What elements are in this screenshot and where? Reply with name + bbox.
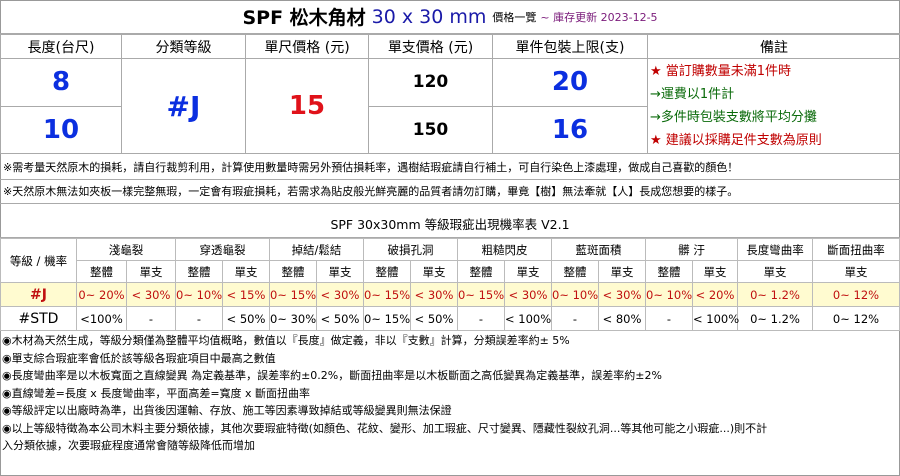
footnote: ◉直線彎差=長度 x 長度彎曲率，平面高差=寬度 x 斷面扭曲率 <box>2 386 311 400</box>
page-title: SPF 松木角材 30 x 30 mm 價格一覽 ~ 庫存更新 2023-12-… <box>0 0 900 34</box>
header-notes: 備註 <box>647 34 900 59</box>
rate-cell: < 50% <box>222 306 270 331</box>
rate-cell: < 30% <box>598 282 646 307</box>
group-through-crack: 穿透龜裂 <box>175 238 270 261</box>
rate-cell: 0~ 10% <box>175 282 223 307</box>
group-hole: 破損孔洞 <box>363 238 458 261</box>
rate-cell: - <box>457 306 505 331</box>
pack-limit-10: 16 <box>492 105 648 154</box>
rate-cell: 0~ 15% <box>457 282 505 307</box>
corner-label: 等級 / 機率 <box>0 238 77 283</box>
sub-whole: 整體 <box>76 260 127 283</box>
title-size: 30 x 30 mm <box>371 5 487 28</box>
sub-single: 單支 <box>126 260 176 283</box>
rate-cell: < 30% <box>410 282 458 307</box>
rate-cell: < 30% <box>504 282 552 307</box>
footnote: ◉長度彎曲率是以木板寬面之直線變異 為定義基準，誤差率約±0.2%，斷面扭曲率是… <box>2 369 662 382</box>
group-dirt: 髒 汙 <box>645 238 738 261</box>
defect-table: 等級 / 機率 淺龜裂 穿透龜裂 掉結/鬆結 破損孔洞 粗糙閃皮 藍斑面積 髒 … <box>0 238 900 331</box>
header-pack-limit: 單件包裝上限(支) <box>492 34 648 59</box>
group-shallow-crack: 淺龜裂 <box>76 238 176 261</box>
rate-cell: < 15% <box>222 282 270 307</box>
group-bend: 長度彎曲率 <box>737 238 813 261</box>
rate-cell: < 30% <box>316 282 364 307</box>
price-per-foot: 15 <box>245 58 369 154</box>
title-sub: 價格一覽 <box>492 10 537 24</box>
rate-cell: - <box>645 306 693 331</box>
footnote: 入分類依據，次要瑕疵程度通常會隨等級降低而增加 <box>2 439 255 452</box>
rate-cell: 0~ 15% <box>363 282 411 307</box>
rate-cell: <100% <box>76 306 127 331</box>
rate-cell: < 30% <box>126 282 176 307</box>
rate-cell: 0~ 30% <box>269 306 317 331</box>
grade-label: #J <box>0 282 77 307</box>
grade-label: #STD <box>0 306 77 331</box>
header-grade: 分類等級 <box>121 34 246 59</box>
rate-cell: < 100% <box>692 306 739 331</box>
sub-single: 單支 <box>316 260 364 283</box>
rate-cell: 0~ 15% <box>363 306 411 331</box>
title-main: SPF 松木角材 <box>242 7 366 29</box>
rate-cell: 0~ 12% <box>812 282 900 307</box>
rate-cell: < 50% <box>316 306 364 331</box>
rate-cell: 0~ 10% <box>645 282 693 307</box>
warning-1: ※需考量天然原木的損耗，請自行裁剪利用，計算使用數量時需另外預估損耗率，遇樹結瑕… <box>0 156 900 180</box>
footnote: ◉單支綜合瑕疵率會低於該等級各瑕疵項目中最高之數值 <box>2 351 276 365</box>
footnote: ◉等級評定以出廠時為準，出貨後因運輸、存放、施工等因素導致掉結或等級變異則無法保… <box>2 404 452 417</box>
notes-cell: ★ 當訂購數量未滿1件時 →運費以1件計 →多件時包裝支數將平均分攤 ★ 建議以… <box>647 58 900 154</box>
sub-whole: 整體 <box>269 260 317 283</box>
length-8: 8 <box>0 58 122 107</box>
grade-value: #J <box>121 58 246 154</box>
note-3: →多件時包裝支數將平均分攤 <box>650 110 817 125</box>
rate-cell: 0~ 10% <box>551 282 599 307</box>
group-blue-stain: 藍斑面積 <box>551 238 646 261</box>
rate-cell: 0~ 1.2% <box>737 306 813 331</box>
defect-table-title: SPF 30x30mm 等級瑕疵出現機率表 V2.1 <box>0 212 900 238</box>
footnote: ◉以上等級特徵為本公司木料主要分類依據，其他次要瑕疵特徵(如顏色、花紋、變形、加… <box>2 421 768 435</box>
sub-whole: 整體 <box>363 260 411 283</box>
note-2: →運費以1件計 <box>650 87 735 102</box>
note-4: ★ 建議以採購足件支數為原則 <box>650 133 822 148</box>
note-1: ★ 當訂購數量未滿1件時 <box>650 64 792 79</box>
rate-cell: - <box>175 306 223 331</box>
sub-whole: 整體 <box>457 260 505 283</box>
group-loose-knot: 掉結/鬆結 <box>269 238 364 261</box>
price-table: 長度(台尺) 分類等級 單尺價格 (元) 單支價格 (元) 單件包裝上限(支) … <box>0 34 900 154</box>
sub-single: 單支 <box>222 260 270 283</box>
rate-cell: 0~ 1.2% <box>737 282 813 307</box>
sub-single: 單支 <box>737 260 813 283</box>
pack-limit-8: 20 <box>492 58 648 107</box>
warning-2: ※天然原木無法如夾板一樣完整無瑕，一定會有瑕疵損耗，若需求為貼皮般光鮮亮麗的品質… <box>0 180 900 204</box>
group-rough: 粗糙閃皮 <box>457 238 552 261</box>
rate-cell: - <box>551 306 599 331</box>
sub-whole: 整體 <box>175 260 223 283</box>
unit-price-8: 120 <box>368 58 493 107</box>
group-twist: 斷面扭曲率 <box>812 238 900 261</box>
rate-cell: 0~ 15% <box>269 282 317 307</box>
sub-single: 單支 <box>812 260 900 283</box>
sub-whole: 整體 <box>645 260 693 283</box>
table-row: #STD <100% - - < 50% 0~ 30% < 50% 0~ 15%… <box>0 306 900 331</box>
length-10: 10 <box>0 105 122 154</box>
unit-price-10: 150 <box>368 105 493 154</box>
rate-cell: 0~ 12% <box>812 306 900 331</box>
footnote: ◉木材為天然生成，等級分類僅為整體平均值概略，數值以『長度』做定義，非以『支數』… <box>2 334 570 347</box>
sub-single: 單支 <box>410 260 458 283</box>
footnotes: ◉木材為天然生成，等級分類僅為整體平均值概略，數值以『長度』做定義，非以『支數』… <box>0 332 900 455</box>
rate-cell: < 20% <box>692 282 738 307</box>
table-row: #J 0~ 20% < 30% 0~ 10% < 15% 0~ 15% < 30… <box>0 282 900 307</box>
title-updated: ~ 庫存更新 2023-12-5 <box>540 10 658 24</box>
rate-cell: - <box>126 306 176 331</box>
header-price-per-foot: 單尺價格 (元) <box>245 34 369 59</box>
rate-cell: < 80% <box>598 306 646 331</box>
rate-cell: < 50% <box>410 306 458 331</box>
header-unit-price: 單支價格 (元) <box>368 34 493 59</box>
rate-cell: < 100% <box>504 306 552 331</box>
sub-single: 單支 <box>598 260 646 283</box>
sub-single: 單支 <box>504 260 552 283</box>
sub-whole: 整體 <box>551 260 599 283</box>
rate-cell: 0~ 20% <box>76 282 127 307</box>
header-length: 長度(台尺) <box>0 34 122 59</box>
sub-single: 單支 <box>692 260 738 283</box>
